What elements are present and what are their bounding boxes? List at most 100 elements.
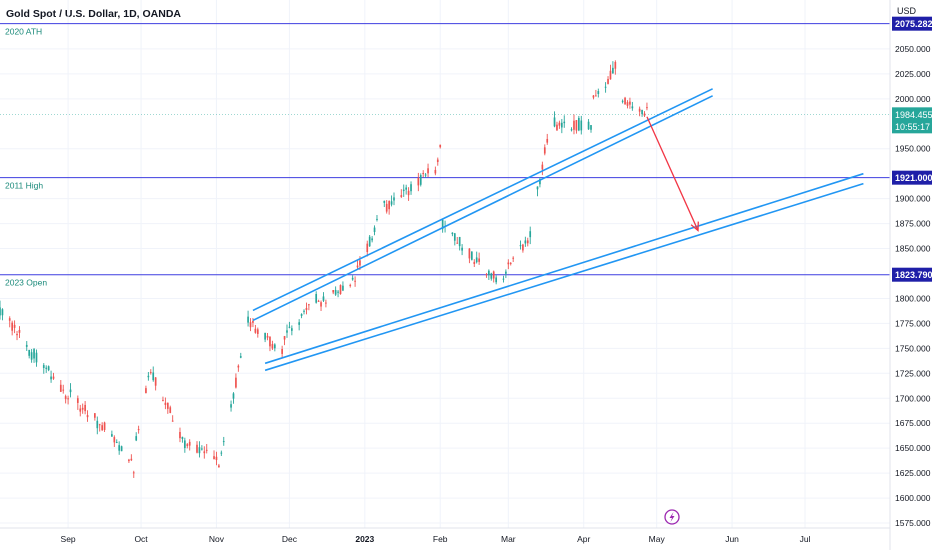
candle[interactable]	[597, 88, 600, 98]
candle[interactable]	[25, 341, 28, 351]
trendline[interactable]	[264, 182, 864, 372]
price-axis[interactable]: 1575.000 1600.000 1625.000 1650.000 1675.000…	[889, 0, 932, 550]
candle[interactable]	[288, 321, 291, 329]
candle[interactable]	[626, 100, 629, 109]
candle[interactable]	[595, 89, 597, 97]
candle[interactable]	[8, 316, 11, 328]
candle[interactable]	[308, 303, 310, 311]
lightning-bolt-icon[interactable]	[664, 509, 680, 525]
candle[interactable]	[169, 405, 172, 414]
candle[interactable]	[621, 99, 624, 104]
candle[interactable]	[16, 331, 18, 341]
candle[interactable]	[536, 186, 539, 197]
time-axis[interactable]: Sep Oct Nov Dec 2023 Feb Mar Apr May Jun Jul	[0, 527, 890, 544]
candle[interactable]	[315, 291, 318, 304]
candle[interactable]	[577, 115, 580, 132]
candle[interactable]	[419, 173, 422, 187]
candle[interactable]	[205, 443, 208, 454]
candle[interactable]	[230, 400, 232, 412]
candle[interactable]	[203, 446, 206, 459]
candle[interactable]	[441, 219, 444, 233]
trendline[interactable]	[252, 95, 713, 322]
candle[interactable]	[232, 392, 235, 404]
candle[interactable]	[332, 289, 335, 295]
candle[interactable]	[256, 327, 259, 338]
candle[interactable]	[0, 300, 1, 320]
candle[interactable]	[13, 320, 16, 334]
candle[interactable]	[86, 410, 89, 422]
candle[interactable]	[424, 172, 427, 178]
candle[interactable]	[509, 261, 512, 266]
candle[interactable]	[198, 441, 201, 458]
candle[interactable]	[385, 200, 388, 214]
candle[interactable]	[269, 336, 271, 352]
level-price-tag[interactable]	[892, 16, 932, 31]
candle[interactable]	[213, 450, 215, 460]
candle[interactable]	[30, 349, 33, 363]
candle[interactable]	[612, 61, 614, 74]
candle[interactable]	[470, 251, 473, 261]
candle[interactable]	[298, 319, 301, 331]
candle[interactable]	[152, 366, 155, 382]
candle[interactable]	[592, 95, 595, 100]
candle[interactable]	[96, 416, 99, 435]
candle[interactable]	[609, 64, 612, 80]
candle[interactable]	[237, 364, 240, 372]
channel-trendlines[interactable]	[252, 88, 864, 372]
candle[interactable]	[512, 256, 515, 263]
candle[interactable]	[81, 403, 84, 414]
candle[interactable]	[558, 120, 561, 129]
candle[interactable]	[354, 276, 356, 287]
candle[interactable]	[607, 76, 609, 85]
candle[interactable]	[322, 292, 325, 303]
candle[interactable]	[522, 243, 524, 253]
trendline[interactable]	[264, 172, 864, 365]
candle[interactable]	[247, 310, 249, 327]
candle[interactable]	[145, 385, 147, 394]
candle[interactable]	[478, 252, 480, 265]
candle[interactable]	[67, 395, 69, 405]
candle[interactable]	[171, 415, 174, 422]
candle[interactable]	[118, 441, 121, 455]
candle[interactable]	[188, 439, 191, 451]
candle[interactable]	[113, 435, 116, 447]
candle[interactable]	[135, 432, 138, 442]
candle[interactable]	[439, 144, 442, 149]
candle[interactable]	[179, 427, 181, 443]
candle[interactable]	[614, 60, 617, 75]
candle[interactable]	[50, 370, 52, 383]
candle[interactable]	[405, 184, 408, 195]
candle[interactable]	[291, 325, 293, 336]
candle[interactable]	[473, 259, 476, 268]
candle[interactable]	[137, 425, 140, 434]
candle[interactable]	[502, 275, 505, 283]
candle[interactable]	[390, 195, 393, 207]
candle[interactable]	[271, 340, 274, 351]
candle[interactable]	[218, 463, 220, 468]
candle[interactable]	[111, 430, 113, 437]
candle[interactable]	[505, 269, 507, 279]
candle[interactable]	[320, 300, 322, 311]
trendline[interactable]	[252, 88, 713, 312]
candle[interactable]	[451, 232, 454, 237]
candle[interactable]	[128, 458, 130, 463]
candle[interactable]	[349, 283, 352, 288]
candle[interactable]	[283, 335, 286, 346]
candle[interactable]	[317, 299, 320, 302]
candle[interactable]	[115, 439, 118, 444]
candle[interactable]	[507, 259, 510, 270]
candle[interactable]	[342, 281, 344, 292]
candle[interactable]	[461, 244, 463, 256]
candle[interactable]	[147, 372, 150, 381]
candle[interactable]	[410, 181, 412, 195]
candle[interactable]	[351, 275, 354, 281]
candle[interactable]	[235, 373, 237, 389]
candle[interactable]	[376, 214, 378, 222]
candle[interactable]	[264, 332, 266, 343]
candle[interactable]	[485, 272, 488, 278]
candle[interactable]	[519, 240, 522, 250]
candle[interactable]	[604, 82, 607, 93]
candle[interactable]	[524, 236, 527, 247]
candle[interactable]	[98, 423, 101, 432]
